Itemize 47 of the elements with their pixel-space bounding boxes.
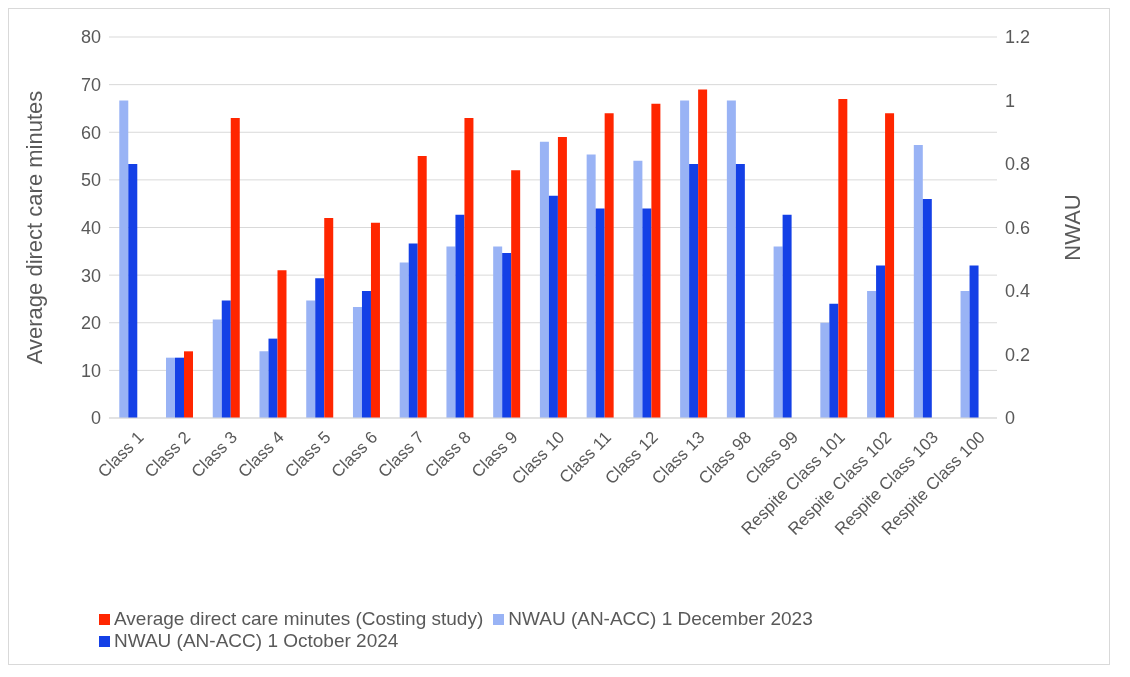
bar: [446, 246, 456, 418]
y-tick-label: 30: [80, 265, 101, 286]
bar: [306, 300, 316, 418]
legend-label: NWAU (AN-ACC) 1 December 2023: [508, 608, 813, 629]
bar: [820, 322, 830, 418]
y2-tick-label: 0: [1005, 408, 1016, 429]
bar: [633, 160, 643, 418]
y-tick-label: 80: [80, 27, 101, 48]
bar: [352, 306, 362, 418]
y2-tick-label: 0.6: [1005, 217, 1031, 238]
y-axis-title: Average direct care minutes: [21, 90, 47, 365]
bar: [969, 265, 979, 418]
bar: [773, 246, 783, 418]
bar: [493, 246, 503, 418]
bar: [166, 357, 176, 418]
bar: [586, 154, 596, 418]
y2-tick-label: 0.2: [1005, 344, 1031, 365]
y2-tick-label: 0.4: [1005, 281, 1031, 302]
bar: [230, 117, 240, 418]
bar: [838, 98, 848, 418]
bar: [212, 319, 222, 418]
y2-tick-label: 1.2: [1005, 27, 1031, 48]
y-tick-label: 50: [80, 170, 101, 191]
bar: [259, 351, 269, 418]
legend-label: NWAU (AN-ACC) 1 October 2024: [114, 630, 399, 651]
bar: [680, 100, 690, 418]
y-tick-label: 0: [90, 408, 101, 429]
y-tick-label: 10: [80, 360, 101, 381]
bar: [399, 262, 409, 418]
y2-axis-title: NWAU: [1059, 194, 1085, 261]
y2-tick-label: 1: [1005, 90, 1016, 111]
bar: [960, 291, 970, 418]
bar: [726, 100, 736, 418]
bar: [539, 141, 549, 418]
y-tick-label: 20: [80, 313, 101, 334]
bar: [922, 198, 932, 418]
y-tick-label: 70: [80, 75, 101, 96]
legend-label: Average direct care minutes (Costing study): [114, 608, 484, 629]
bar: [735, 164, 745, 418]
bar: [782, 214, 792, 418]
y-tick-label: 60: [80, 122, 101, 143]
bar: [128, 164, 138, 418]
bar: [119, 100, 129, 418]
bar: [867, 291, 877, 418]
bar: [913, 144, 923, 418]
y2-tick-label: 0.8: [1005, 154, 1031, 175]
y-tick-label: 40: [80, 217, 101, 238]
